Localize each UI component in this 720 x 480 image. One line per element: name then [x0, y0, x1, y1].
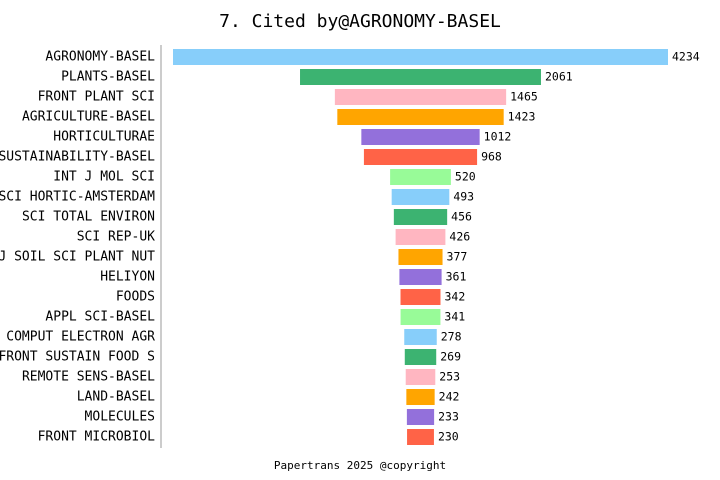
bar	[173, 49, 668, 65]
y-tick-label: SCI TOTAL ENVIRON	[22, 210, 155, 225]
value-label: 342	[444, 290, 465, 304]
value-label: 361	[446, 270, 467, 284]
value-label: 1465	[510, 90, 538, 104]
bar	[399, 269, 442, 285]
bar	[405, 369, 436, 385]
value-label: 377	[447, 250, 468, 264]
y-tick-label: APPL SCI-BASEL	[45, 310, 155, 325]
value-label: 230	[438, 430, 459, 444]
bar	[400, 289, 441, 305]
y-tick-label: MOLECULES	[85, 410, 155, 425]
value-label: 493	[453, 190, 474, 204]
y-tick-label: FRONT SUSTAIN FOOD S	[0, 350, 155, 365]
bar	[406, 409, 435, 425]
bar	[334, 89, 507, 105]
value-label: 253	[439, 370, 460, 384]
bar	[337, 109, 504, 125]
value-label: 341	[444, 310, 465, 324]
bar	[406, 389, 435, 405]
bar	[391, 189, 450, 205]
value-label: 278	[441, 330, 462, 344]
chart-title: 7. Cited by@AGRONOMY-BASEL	[219, 11, 501, 32]
y-tick-label: SCI REP-UK	[77, 230, 155, 245]
value-label: 1012	[484, 130, 512, 144]
value-label: 520	[455, 170, 476, 184]
y-tick-label: HELIYON	[100, 270, 155, 285]
y-tick-label: FRONT MICROBIOL	[38, 430, 156, 445]
y-tick-label: INT J MOL SCI	[53, 170, 155, 185]
y-tick-label: SUSTAINABILITY-BASEL	[0, 150, 155, 165]
bar	[300, 69, 541, 85]
value-label: 269	[440, 350, 461, 364]
y-tick-label: AGRONOMY-BASEL	[45, 50, 155, 65]
y-tick-label: FRONT PLANT SCI	[38, 90, 155, 105]
y-tick-label: SCI HORTIC-AMSTERDAM	[0, 190, 155, 205]
footer: Papertrans 2025 @copyright	[274, 459, 446, 472]
bar	[404, 329, 437, 345]
y-tick-label: PLANTS-BASEL	[61, 70, 155, 85]
y-tick-label: J SOIL SCI PLANT NUT	[0, 250, 155, 265]
bar	[390, 169, 451, 185]
value-label: 233	[438, 410, 459, 424]
value-label: 456	[451, 210, 472, 224]
bar	[395, 229, 446, 245]
value-label: 4234	[672, 50, 700, 64]
bar	[400, 309, 441, 325]
y-tick-label: REMOTE SENS-BASEL	[22, 370, 155, 385]
bar	[404, 349, 437, 365]
y-tick-label: COMPUT ELECTRON AGR	[6, 330, 155, 345]
y-tick-label: AGRICULTURE-BASEL	[22, 110, 155, 125]
y-tick-label: LAND-BASEL	[77, 390, 155, 405]
bar	[361, 129, 480, 145]
value-label: 2061	[545, 70, 573, 84]
value-label: 1423	[508, 110, 536, 124]
value-label: 968	[481, 150, 502, 164]
bar	[398, 249, 443, 265]
bar	[407, 429, 434, 445]
y-tick-label: FOODS	[116, 290, 155, 305]
value-label: 426	[449, 230, 470, 244]
bar	[363, 149, 478, 165]
y-tick-label: HORTICULTURAE	[53, 130, 155, 145]
value-label: 242	[439, 390, 460, 404]
bar	[393, 209, 448, 225]
